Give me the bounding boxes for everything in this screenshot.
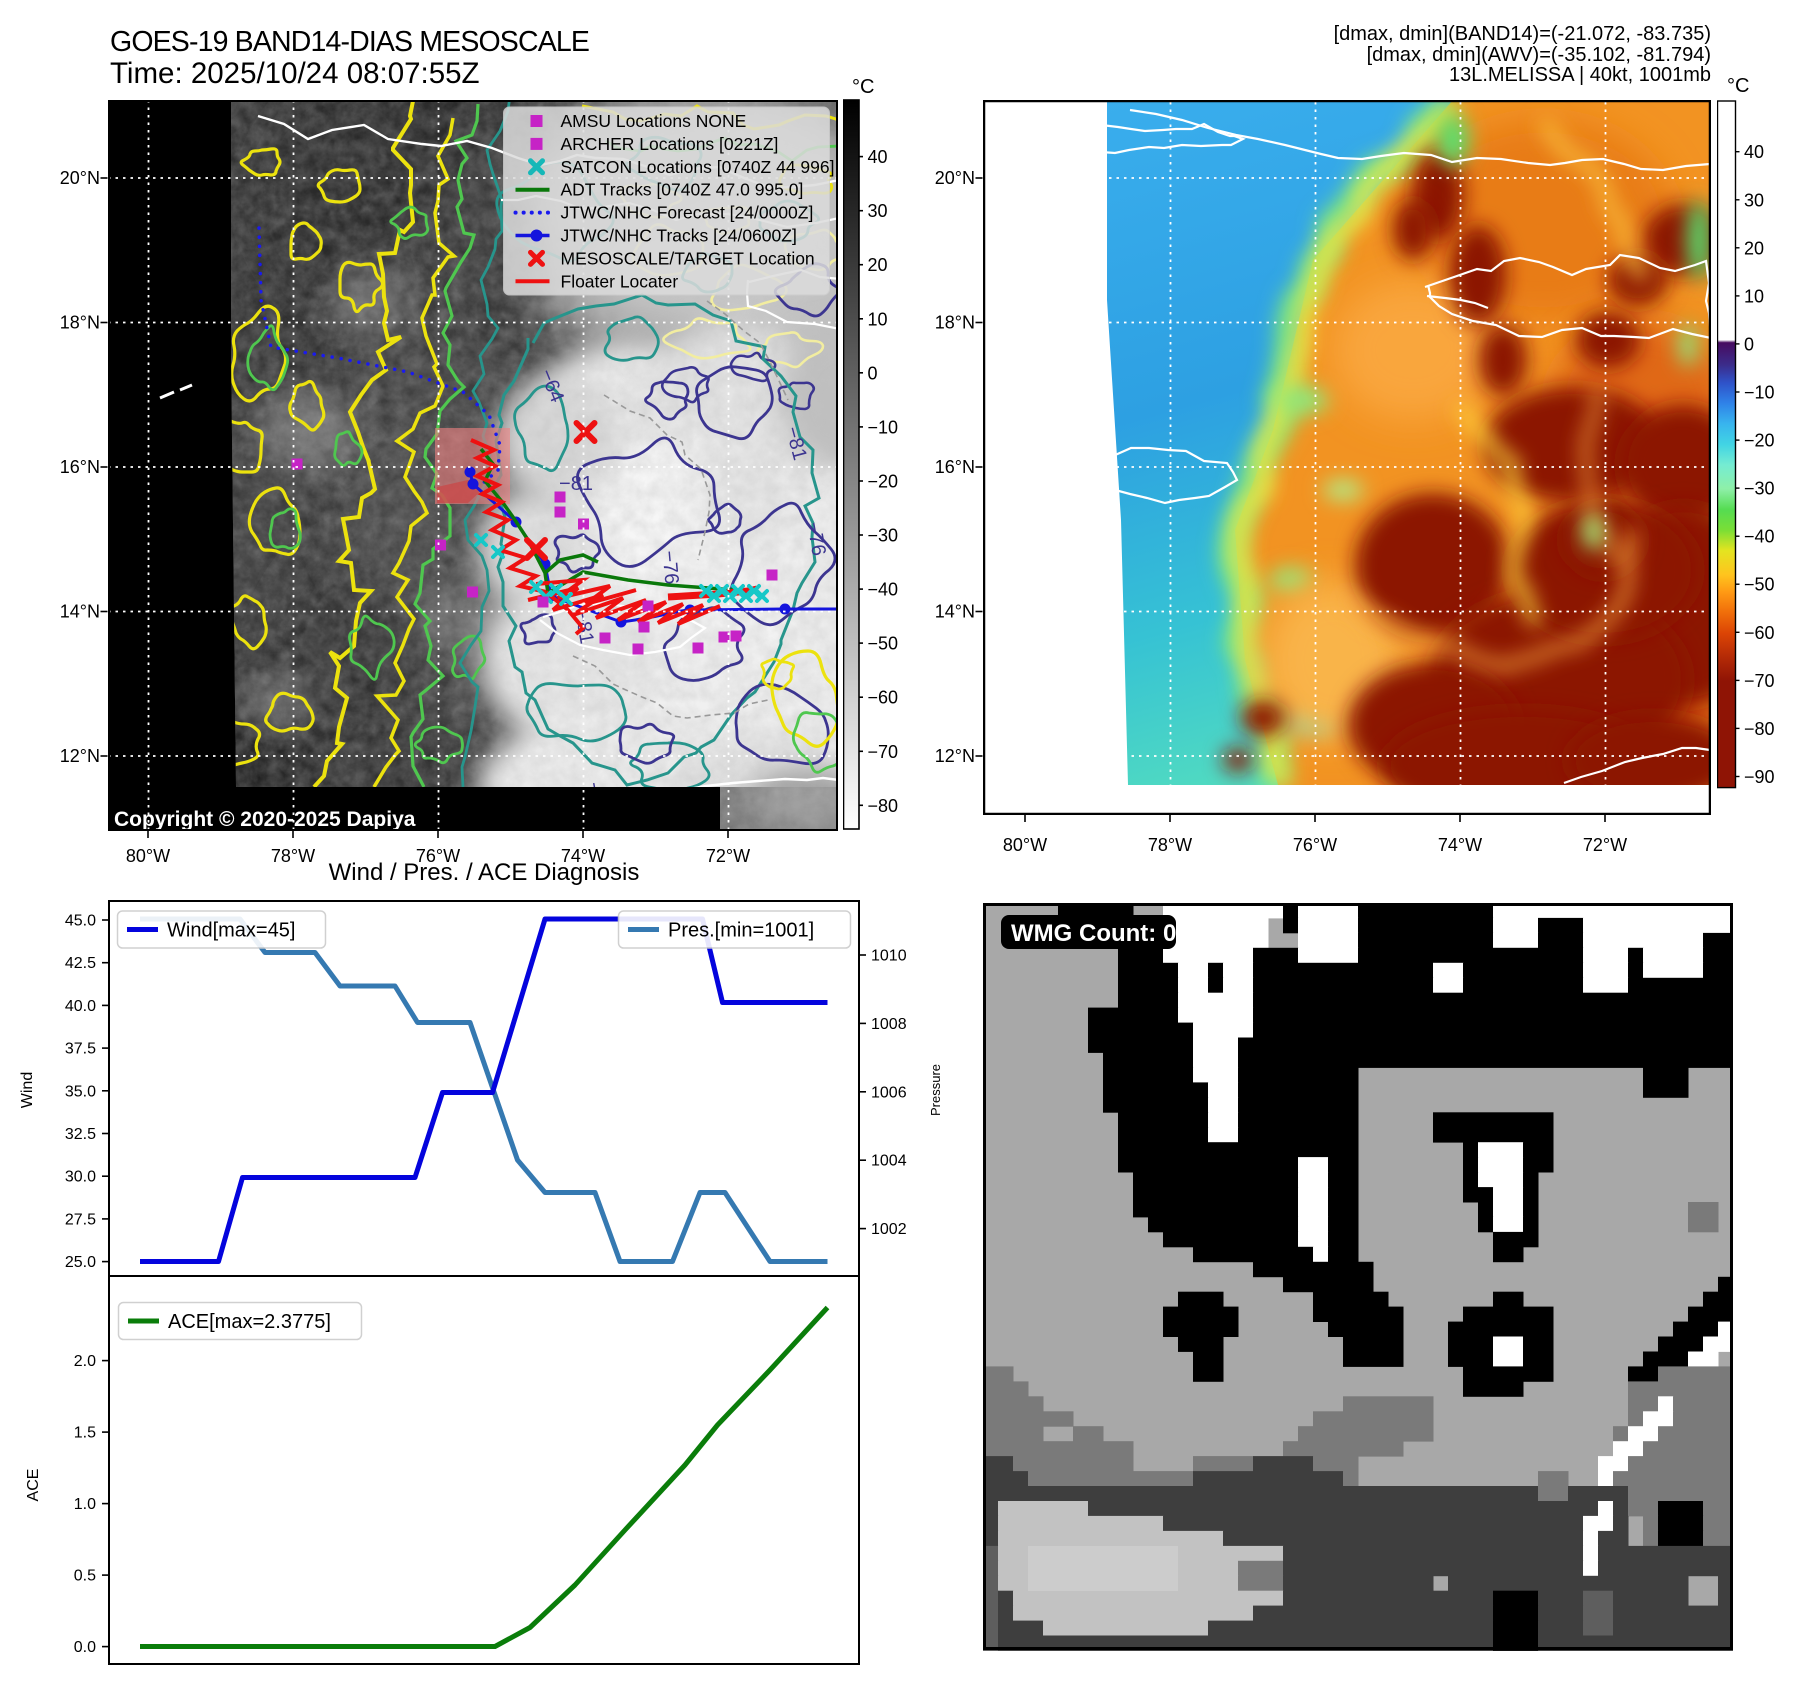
svg-text:Copyright © 2020-2025 Dapiya: Copyright © 2020-2025 Dapiya <box>114 808 416 831</box>
svg-text:−50: −50 <box>1744 574 1775 594</box>
svg-text:−80: −80 <box>1744 719 1775 739</box>
svg-text:Floater Locater: Floater Locater <box>560 271 678 291</box>
svg-text:40.0: 40.0 <box>65 998 96 1015</box>
svg-text:14°N: 14°N <box>60 602 100 622</box>
svg-text:30: 30 <box>868 201 888 221</box>
svg-text:Wind: Wind <box>19 1072 36 1108</box>
svg-text:40: 40 <box>868 147 888 167</box>
svg-text:40: 40 <box>1744 142 1764 162</box>
svg-text:35.0: 35.0 <box>65 1083 96 1100</box>
svg-text:ADT Tracks [0740Z 47.0 995.0]: ADT Tracks [0740Z 47.0 995.0] <box>560 180 803 200</box>
svg-text:−80: −80 <box>868 796 899 816</box>
svg-text:20: 20 <box>1744 238 1764 258</box>
svg-text:1004: 1004 <box>871 1153 907 1170</box>
svg-text:[dmax, dmin](BAND14)=(-21.072,: [dmax, dmin](BAND14)=(-21.072, -83.735) <box>1334 23 1711 45</box>
svg-text:ARCHER Locations [0221Z]: ARCHER Locations [0221Z] <box>560 134 778 154</box>
svg-text:2.0: 2.0 <box>74 1353 96 1370</box>
svg-text:−90: −90 <box>1744 767 1775 787</box>
svg-text:Pres.[min=1001]: Pres.[min=1001] <box>668 920 814 942</box>
svg-text:−40: −40 <box>868 580 899 600</box>
svg-text:MESOSCALE/TARGET Location: MESOSCALE/TARGET Location <box>560 248 814 268</box>
svg-text:10: 10 <box>868 309 888 329</box>
svg-text:[dmax, dmin](AWV)=(-35.102, -8: [dmax, dmin](AWV)=(-35.102, -81.794) <box>1367 44 1711 66</box>
svg-text:Wind[max=45]: Wind[max=45] <box>167 920 295 942</box>
svg-text:SATCON Locations [0740Z 44 996: SATCON Locations [0740Z 44 996] <box>560 157 834 177</box>
svg-text:0: 0 <box>868 363 878 383</box>
svg-text:Wind / Pres. / ACE Diagnosis: Wind / Pres. / ACE Diagnosis <box>329 860 640 886</box>
svg-text:−70: −70 <box>868 742 899 762</box>
svg-text:ACE[max=2.3775]: ACE[max=2.3775] <box>168 1311 331 1333</box>
svg-text:20: 20 <box>868 255 888 275</box>
svg-text:JTWC/NHC Tracks [24/0600Z]: JTWC/NHC Tracks [24/0600Z] <box>560 226 796 246</box>
svg-text:10: 10 <box>1744 286 1764 306</box>
svg-text:−10: −10 <box>1744 382 1775 402</box>
svg-text:ACE: ACE <box>25 1469 42 1502</box>
svg-text:1002: 1002 <box>871 1221 907 1238</box>
svg-text:AMSU Locations NONE: AMSU Locations NONE <box>560 111 746 131</box>
svg-text:1010: 1010 <box>871 948 907 965</box>
svg-text:14°N: 14°N <box>935 602 975 622</box>
svg-text:20°N: 20°N <box>935 168 975 188</box>
svg-text:−50: −50 <box>868 634 899 654</box>
svg-text:−20: −20 <box>868 472 899 492</box>
svg-text:1.0: 1.0 <box>74 1496 96 1513</box>
svg-text:−40: −40 <box>1744 526 1775 546</box>
svg-text:JTWC/NHC Forecast [24/0000Z]: JTWC/NHC Forecast [24/0000Z] <box>560 203 813 223</box>
svg-text:0.0: 0.0 <box>74 1639 96 1656</box>
svg-text:80°W: 80°W <box>1003 835 1047 855</box>
svg-text:16°N: 16°N <box>935 457 975 477</box>
svg-text:27.5: 27.5 <box>65 1211 96 1228</box>
svg-text:45.0: 45.0 <box>65 913 96 930</box>
svg-text:16°N: 16°N <box>60 457 100 477</box>
svg-text:13L.MELISSA | 40kt, 1001mb: 13L.MELISSA | 40kt, 1001mb <box>1449 64 1711 86</box>
svg-text:42.5: 42.5 <box>65 955 96 972</box>
svg-text:72°W: 72°W <box>1583 835 1627 855</box>
svg-text:−20: −20 <box>1744 430 1775 450</box>
svg-text:−70: −70 <box>1744 671 1775 691</box>
svg-text:Time: 2025/10/24 08:07:55Z: Time: 2025/10/24 08:07:55Z <box>110 57 480 90</box>
svg-text:18°N: 18°N <box>60 313 100 333</box>
svg-text:76°W: 76°W <box>1293 835 1337 855</box>
svg-text:−10: −10 <box>868 417 899 437</box>
svg-text:0.5: 0.5 <box>74 1568 96 1585</box>
svg-text:GOES-19 BAND14-DIAS MESOSCALE: GOES-19 BAND14-DIAS MESOSCALE <box>110 26 589 58</box>
svg-text:−81: −81 <box>559 473 593 495</box>
svg-text:12°N: 12°N <box>935 746 975 766</box>
svg-text:−60: −60 <box>1744 622 1775 642</box>
svg-text:1.5: 1.5 <box>74 1425 96 1442</box>
svg-text:25.0: 25.0 <box>65 1254 96 1271</box>
svg-text:1008: 1008 <box>871 1016 907 1033</box>
svg-text:−30: −30 <box>1744 478 1775 498</box>
svg-text:32.5: 32.5 <box>65 1126 96 1143</box>
svg-text:12°N: 12°N <box>60 746 100 766</box>
svg-text:37.5: 37.5 <box>65 1041 96 1058</box>
svg-text:Pressure: Pressure <box>928 1064 943 1116</box>
svg-text:1006: 1006 <box>871 1084 907 1101</box>
svg-text:0: 0 <box>1744 334 1754 354</box>
svg-text:18°N: 18°N <box>935 313 975 333</box>
svg-text:74°W: 74°W <box>1438 835 1482 855</box>
svg-text:−30: −30 <box>868 526 899 546</box>
svg-text:WMG Count: 0: WMG Count: 0 <box>1011 920 1176 947</box>
svg-text:20°N: 20°N <box>60 168 100 188</box>
svg-text:−60: −60 <box>868 688 899 708</box>
svg-text:−76: −76 <box>657 550 682 586</box>
svg-text:30.0: 30.0 <box>65 1169 96 1186</box>
svg-text:30: 30 <box>1744 190 1764 210</box>
svg-text:78°W: 78°W <box>1148 835 1192 855</box>
